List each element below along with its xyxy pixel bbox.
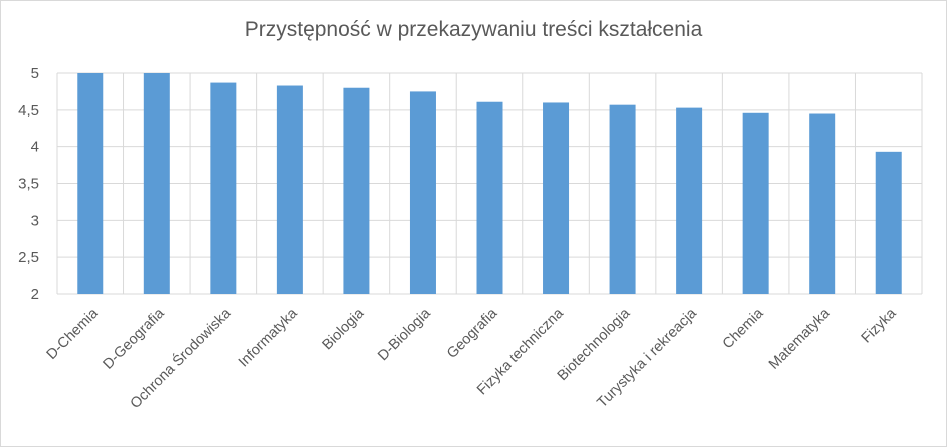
bar: [476, 101, 503, 294]
x-category-label: Chemia: [720, 305, 767, 352]
y-axis-ticks: 2 2,5 3 3,5 4 4,5 5: [18, 65, 39, 303]
y-tick-label: 3: [31, 212, 39, 229]
y-tick-label: 2: [31, 286, 39, 303]
x-category-label: D-Geografia: [100, 305, 168, 373]
bar: [210, 82, 237, 295]
bar: [276, 85, 303, 294]
chart-title: Przystępność w przekazywaniu treści kszt…: [244, 18, 703, 41]
bar: [343, 87, 370, 294]
gridlines: [56, 72, 923, 295]
bar: [742, 112, 769, 294]
y-tick-label: 2,5: [18, 249, 39, 266]
bars: [77, 73, 902, 295]
x-category-label: D-Biologia: [375, 305, 434, 364]
x-category-label: Matematyka: [766, 305, 834, 373]
bar: [676, 107, 703, 294]
x-category-label: Informatyka: [236, 305, 302, 371]
y-tick-label: 5: [31, 65, 39, 82]
x-category-label: Biologia: [319, 305, 367, 353]
x-category-label: Geografia: [444, 305, 501, 362]
y-tick-label: 4,5: [18, 102, 39, 119]
x-category-label: D-Chemia: [44, 305, 102, 363]
bar: [143, 73, 170, 294]
bar: [543, 102, 570, 294]
bar: [77, 73, 104, 294]
y-tick-label: 4: [31, 139, 39, 156]
bar: [609, 104, 636, 294]
bar: [809, 113, 836, 295]
x-category-label: Fizyka: [859, 305, 901, 347]
y-tick-label: 3,5: [18, 176, 39, 193]
bar: [409, 91, 436, 295]
bar: [875, 151, 902, 294]
